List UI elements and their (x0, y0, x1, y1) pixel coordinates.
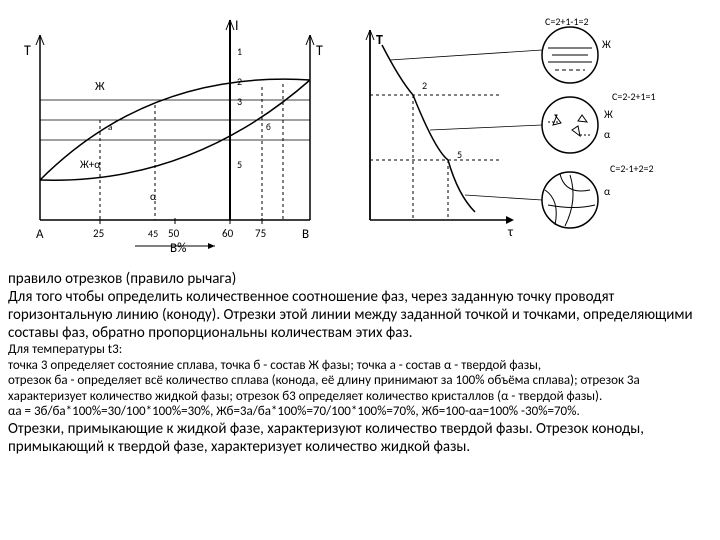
svg-text:5: 5 (457, 148, 462, 161)
microstructure-circles: С=2+1-1=2 Ж С=2-2+1=1 Ж α С=2-1+2=2 α (390, 15, 656, 228)
diagram-svg: T I T A B В% 25 50 60 75 45 (0, 0, 720, 270)
para-5: отрезок ба - определяет всё количество с… (8, 373, 712, 404)
phase-alpha: α (150, 190, 157, 203)
svg-text:2: 2 (422, 79, 427, 92)
circ1-zh: Ж (602, 38, 611, 51)
svg-text:25: 25 (93, 227, 104, 240)
axis-T-left: T (24, 42, 31, 59)
para-7: Отрезки, примыкающие к жидкой фазе, хара… (8, 420, 712, 456)
axis-Bpercent: В% (170, 241, 186, 256)
axis-tau: τ (507, 225, 514, 240)
circ2-zh: Ж (604, 108, 613, 121)
svg-text:1: 1 (237, 45, 242, 58)
left-diagram: T I T A B В% 25 50 60 75 45 (24, 17, 323, 256)
phase-diagram-figure: T I T A B В% 25 50 60 75 45 (0, 0, 720, 270)
circ3-caption: С=2-1+2=2 (610, 162, 654, 175)
axis-A: A (36, 227, 44, 242)
circ1-caption: С=2+1-1=2 (545, 15, 589, 28)
phase-zh: Ж (95, 80, 105, 94)
axis-I: I (235, 17, 239, 34)
circ3-alpha: α (604, 185, 611, 198)
svg-text:2: 2 (237, 75, 242, 88)
svg-text:60: 60 (222, 227, 234, 240)
axis-T-mid: T (316, 42, 323, 59)
para-4: точка 3 определяет состояние сплава, точ… (8, 358, 712, 374)
text-block: правило отрезков (правило рычага) Для то… (0, 270, 720, 462)
svg-text:5: 5 (237, 158, 242, 171)
phase-zh-alpha: Ж+α (80, 158, 101, 171)
svg-text:50: 50 (168, 227, 180, 240)
svg-text:а: а (108, 122, 112, 133)
para-6: αа = 3б/ба*100%=30/100*100%=30%, Жб=3а/б… (8, 404, 712, 420)
cooling-curve: T τ 2 5 (366, 30, 514, 240)
svg-text:75: 75 (255, 227, 266, 240)
svg-text:б: б (266, 122, 271, 133)
svg-text:45: 45 (148, 227, 158, 240)
axis-B: B (302, 227, 309, 242)
circ2-caption: С=2-2+1=1 (612, 90, 656, 103)
circ2-alpha: α (604, 128, 611, 141)
para-1: правило отрезков (правило рычага) (8, 270, 712, 288)
svg-text:3: 3 (237, 95, 242, 108)
para-2: Для того чтобы определить количественное… (8, 288, 712, 342)
para-3: Для температуры t3: (8, 342, 712, 358)
